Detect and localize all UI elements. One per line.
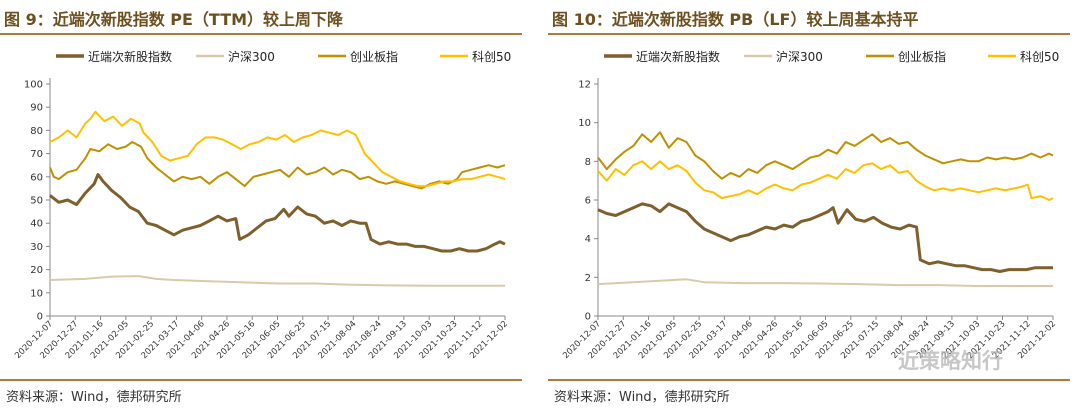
legend-item: 科创50 [440,50,511,64]
chart-title: 图 10：近端次新股指数 PB（LF）较上周基本持平 [552,10,919,29]
legend-item: 科创50 [988,50,1059,64]
y-tick-label: 100 [24,80,43,91]
series-line-2 [597,278,1053,287]
legend-label: 科创50 [1020,50,1059,64]
y-tick-label: 0 [37,312,43,323]
source-note: 资料来源：Wind，德邦研究所 [6,390,182,405]
legend-label: 近端次新股指数 [88,49,172,64]
y-tick-label: 4 [585,234,591,245]
legend-item: 沪深300 [744,50,823,64]
legend-label: 沪深300 [228,50,275,64]
legend-item: 创业板指 [318,49,398,64]
pb-line-chart: 近端次新股指数 沪深300 创业板指 科创500246810122020-12-072… [561,49,1059,361]
y-tick-label: 6 [585,196,591,207]
y-tick-label: 20 [30,265,43,276]
pe-line-chart: 近端次新股指数 沪深300 创业板指 科创50 0 10 20 30 40 50 60 70 80 90 1… [13,49,511,361]
y-tick-label: 70 [30,149,43,160]
y-tick-label: 80 [30,126,43,137]
y-tick-label: 40 [30,219,43,230]
chart-title: 图 9：近端次新股指数 PE（TTM）较上周下降 [4,10,344,29]
y-tick-label: 12 [578,80,591,91]
series-line-4 [597,160,1054,201]
y-tick-label: 30 [30,242,43,253]
source-note: 资料来源：Wind，德邦研究所 [554,390,730,405]
series-line-4 [49,110,506,188]
legend-item: 近端次新股指数 [56,49,172,64]
legend-label: 近端次新股指数 [636,49,720,64]
y-tick-label: 2 [585,273,591,284]
legend-label: 创业板指 [350,49,398,64]
title-divider [548,33,1070,35]
series-line-1 [597,202,1053,273]
chart-panel-pb: 图 10：近端次新股指数 PB（LF）较上周基本持平 近端次新股指数 沪深300 创… [548,0,1078,411]
legend-item: 创业板指 [866,49,946,64]
chart-panel-pe: 图 9：近端次新股指数 PE（TTM）较上周下降 近端次新股指数 沪深300 创业板… [0,0,530,411]
watermark: 近策略知行 [898,349,1003,373]
y-tick-label: 8 [585,157,591,168]
series-line-1 [49,173,506,253]
y-tick-label: 90 [30,103,43,114]
source-divider [548,379,1070,381]
y-tick-label: 0 [585,312,591,323]
series-line-2 [49,275,505,287]
y-tick-label: 50 [30,196,43,207]
y-tick-label: 10 [30,288,43,299]
y-tick-label: 10 [578,118,591,129]
legend-label: 科创50 [472,50,511,64]
legend-label: 沪深300 [776,50,823,64]
legend-label: 创业板指 [898,49,946,64]
legend-item: 沪深300 [196,50,275,64]
legend-item: 近端次新股指数 [604,49,720,64]
title-divider [0,33,522,35]
y-tick-label: 60 [30,172,43,183]
source-divider [0,379,522,381]
series-line-3 [49,141,506,190]
series-line-3 [597,131,1054,180]
